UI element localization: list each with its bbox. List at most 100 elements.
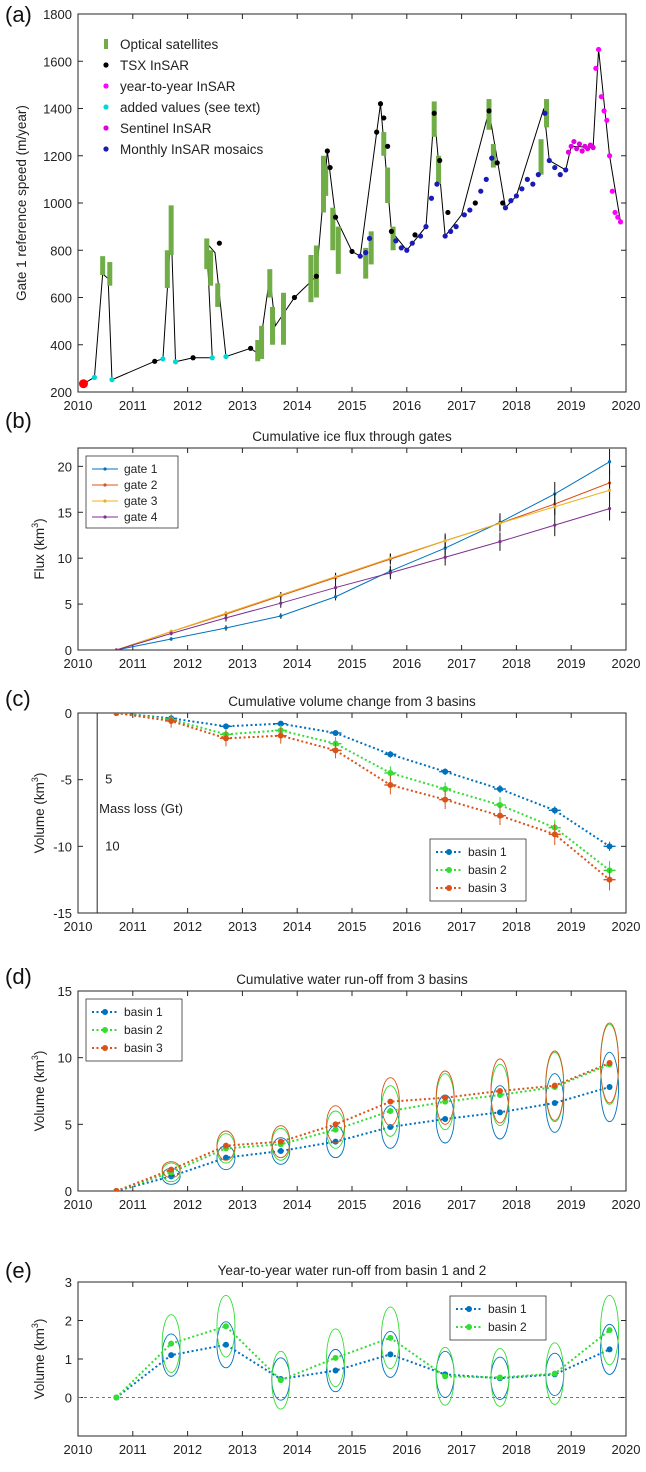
speed-point [393, 238, 399, 244]
legend-marker [103, 62, 109, 68]
data-point [551, 1100, 558, 1106]
error-ellipse [600, 1323, 620, 1375]
data-point [279, 601, 283, 605]
speed-point [574, 146, 580, 152]
speed-point [388, 228, 395, 234]
legend-label: TSX InSAR [120, 58, 189, 73]
speed-point [404, 247, 410, 253]
optical-bar [259, 325, 265, 359]
speed-point [78, 379, 88, 389]
optical-bar [308, 254, 314, 303]
y-axis-label-text: Volume (km [32, 1328, 47, 1399]
data-point [498, 521, 502, 525]
optical-bar [215, 283, 221, 307]
x-tick-label: 2013 [228, 398, 257, 413]
y-tick-label: 1400 [43, 102, 72, 117]
speed-point [398, 245, 404, 251]
data-point [279, 614, 283, 618]
data-point [496, 812, 503, 819]
speed-point [530, 181, 536, 187]
speed-point [606, 153, 613, 159]
speed-point [576, 141, 583, 147]
series-line [116, 489, 610, 650]
data-point [496, 1088, 503, 1094]
y-axis-label-end: ) [32, 1051, 47, 1056]
optical-bar [164, 250, 170, 289]
speed-point [604, 117, 610, 123]
y-axis-label: Volume (km3) [30, 1051, 47, 1132]
x-tick-label: 2016 [392, 919, 421, 934]
speed-point [437, 157, 443, 164]
data-point [443, 546, 447, 550]
series-line [115, 1343, 610, 1399]
error-ellipse [271, 1125, 291, 1159]
speed-point [313, 273, 319, 279]
data-point [443, 539, 447, 543]
speed-point [332, 214, 339, 220]
data-point [442, 768, 449, 775]
x-tick-label: 2011 [119, 398, 147, 413]
speed-point [434, 181, 440, 187]
data-point [606, 1060, 613, 1066]
x-tick-label: 2020 [612, 398, 641, 413]
error-ellipse [216, 1321, 236, 1369]
series-line [116, 1063, 610, 1191]
legend-marker [446, 867, 452, 873]
error-ellipse [216, 1130, 236, 1161]
y-axis-label-end: ) [32, 1319, 47, 1324]
y-tick-label: 15 [58, 505, 72, 520]
error-ellipse [271, 1137, 291, 1165]
error-ellipse [545, 1050, 565, 1121]
series-line [116, 713, 611, 848]
error-ellipse [490, 1058, 510, 1124]
data-point [222, 1154, 229, 1161]
data-point [222, 735, 229, 742]
y-axis-label-superscript: 3 [30, 777, 40, 782]
x-tick-label: 2017 [447, 1442, 476, 1457]
speed-point [445, 209, 451, 216]
optical-bar [255, 340, 261, 362]
optical-bar [168, 205, 174, 255]
x-tick-label: 2016 [392, 1442, 421, 1457]
data-point [113, 1188, 120, 1191]
x-tick-label: 2012 [173, 919, 202, 934]
series-line [116, 1086, 610, 1191]
x-tick-label: 2018 [502, 1442, 531, 1457]
panel-b-ice-flux-chart: 2010 2011 2012 2013 2014 2015 2016 2017 2018 2019… [30, 429, 640, 671]
data-point [387, 1334, 394, 1341]
speed-point [571, 138, 577, 145]
legend: Optical satellites TSX InSAR year-to-year … [103, 37, 264, 157]
data-point [277, 732, 284, 739]
legend-label: Monthly InSAR mosaics [120, 142, 264, 157]
speed-point [486, 108, 492, 114]
error-ellipse [380, 1330, 400, 1378]
y-axis-label-end: ) [32, 773, 47, 778]
error-ellipse [161, 1333, 181, 1377]
legend-marker [102, 1009, 108, 1015]
data-point [442, 1373, 449, 1380]
speed-point [172, 359, 179, 365]
x-tick-label: 2012 [173, 1442, 202, 1457]
legend-label: Sentinel InSAR [120, 121, 212, 136]
x-tick-label: 2018 [502, 919, 531, 934]
y-tick-label: 10 [58, 551, 72, 566]
error-ellipse [380, 1105, 400, 1149]
series-line [115, 1062, 610, 1191]
x-tick-label: 2013 [228, 1197, 257, 1212]
data-point [332, 1126, 339, 1133]
x-tick-label: 2014 [283, 398, 312, 413]
speed-point [423, 224, 429, 230]
legend-label: Optical satellites [120, 37, 219, 52]
y-tick-label: 2 [65, 1314, 72, 1329]
legend-marker [103, 83, 109, 89]
optical-bar [486, 99, 492, 130]
data-point [222, 1323, 229, 1330]
chart-title: Cumulative ice flux through gates [252, 429, 452, 444]
legend-marker [466, 1324, 472, 1330]
data-point [553, 505, 557, 509]
data-point [387, 770, 394, 776]
optical-bar [204, 238, 210, 270]
speed-point [431, 110, 437, 116]
data-point [332, 1354, 339, 1361]
y-tick-label: 5 [65, 597, 72, 612]
